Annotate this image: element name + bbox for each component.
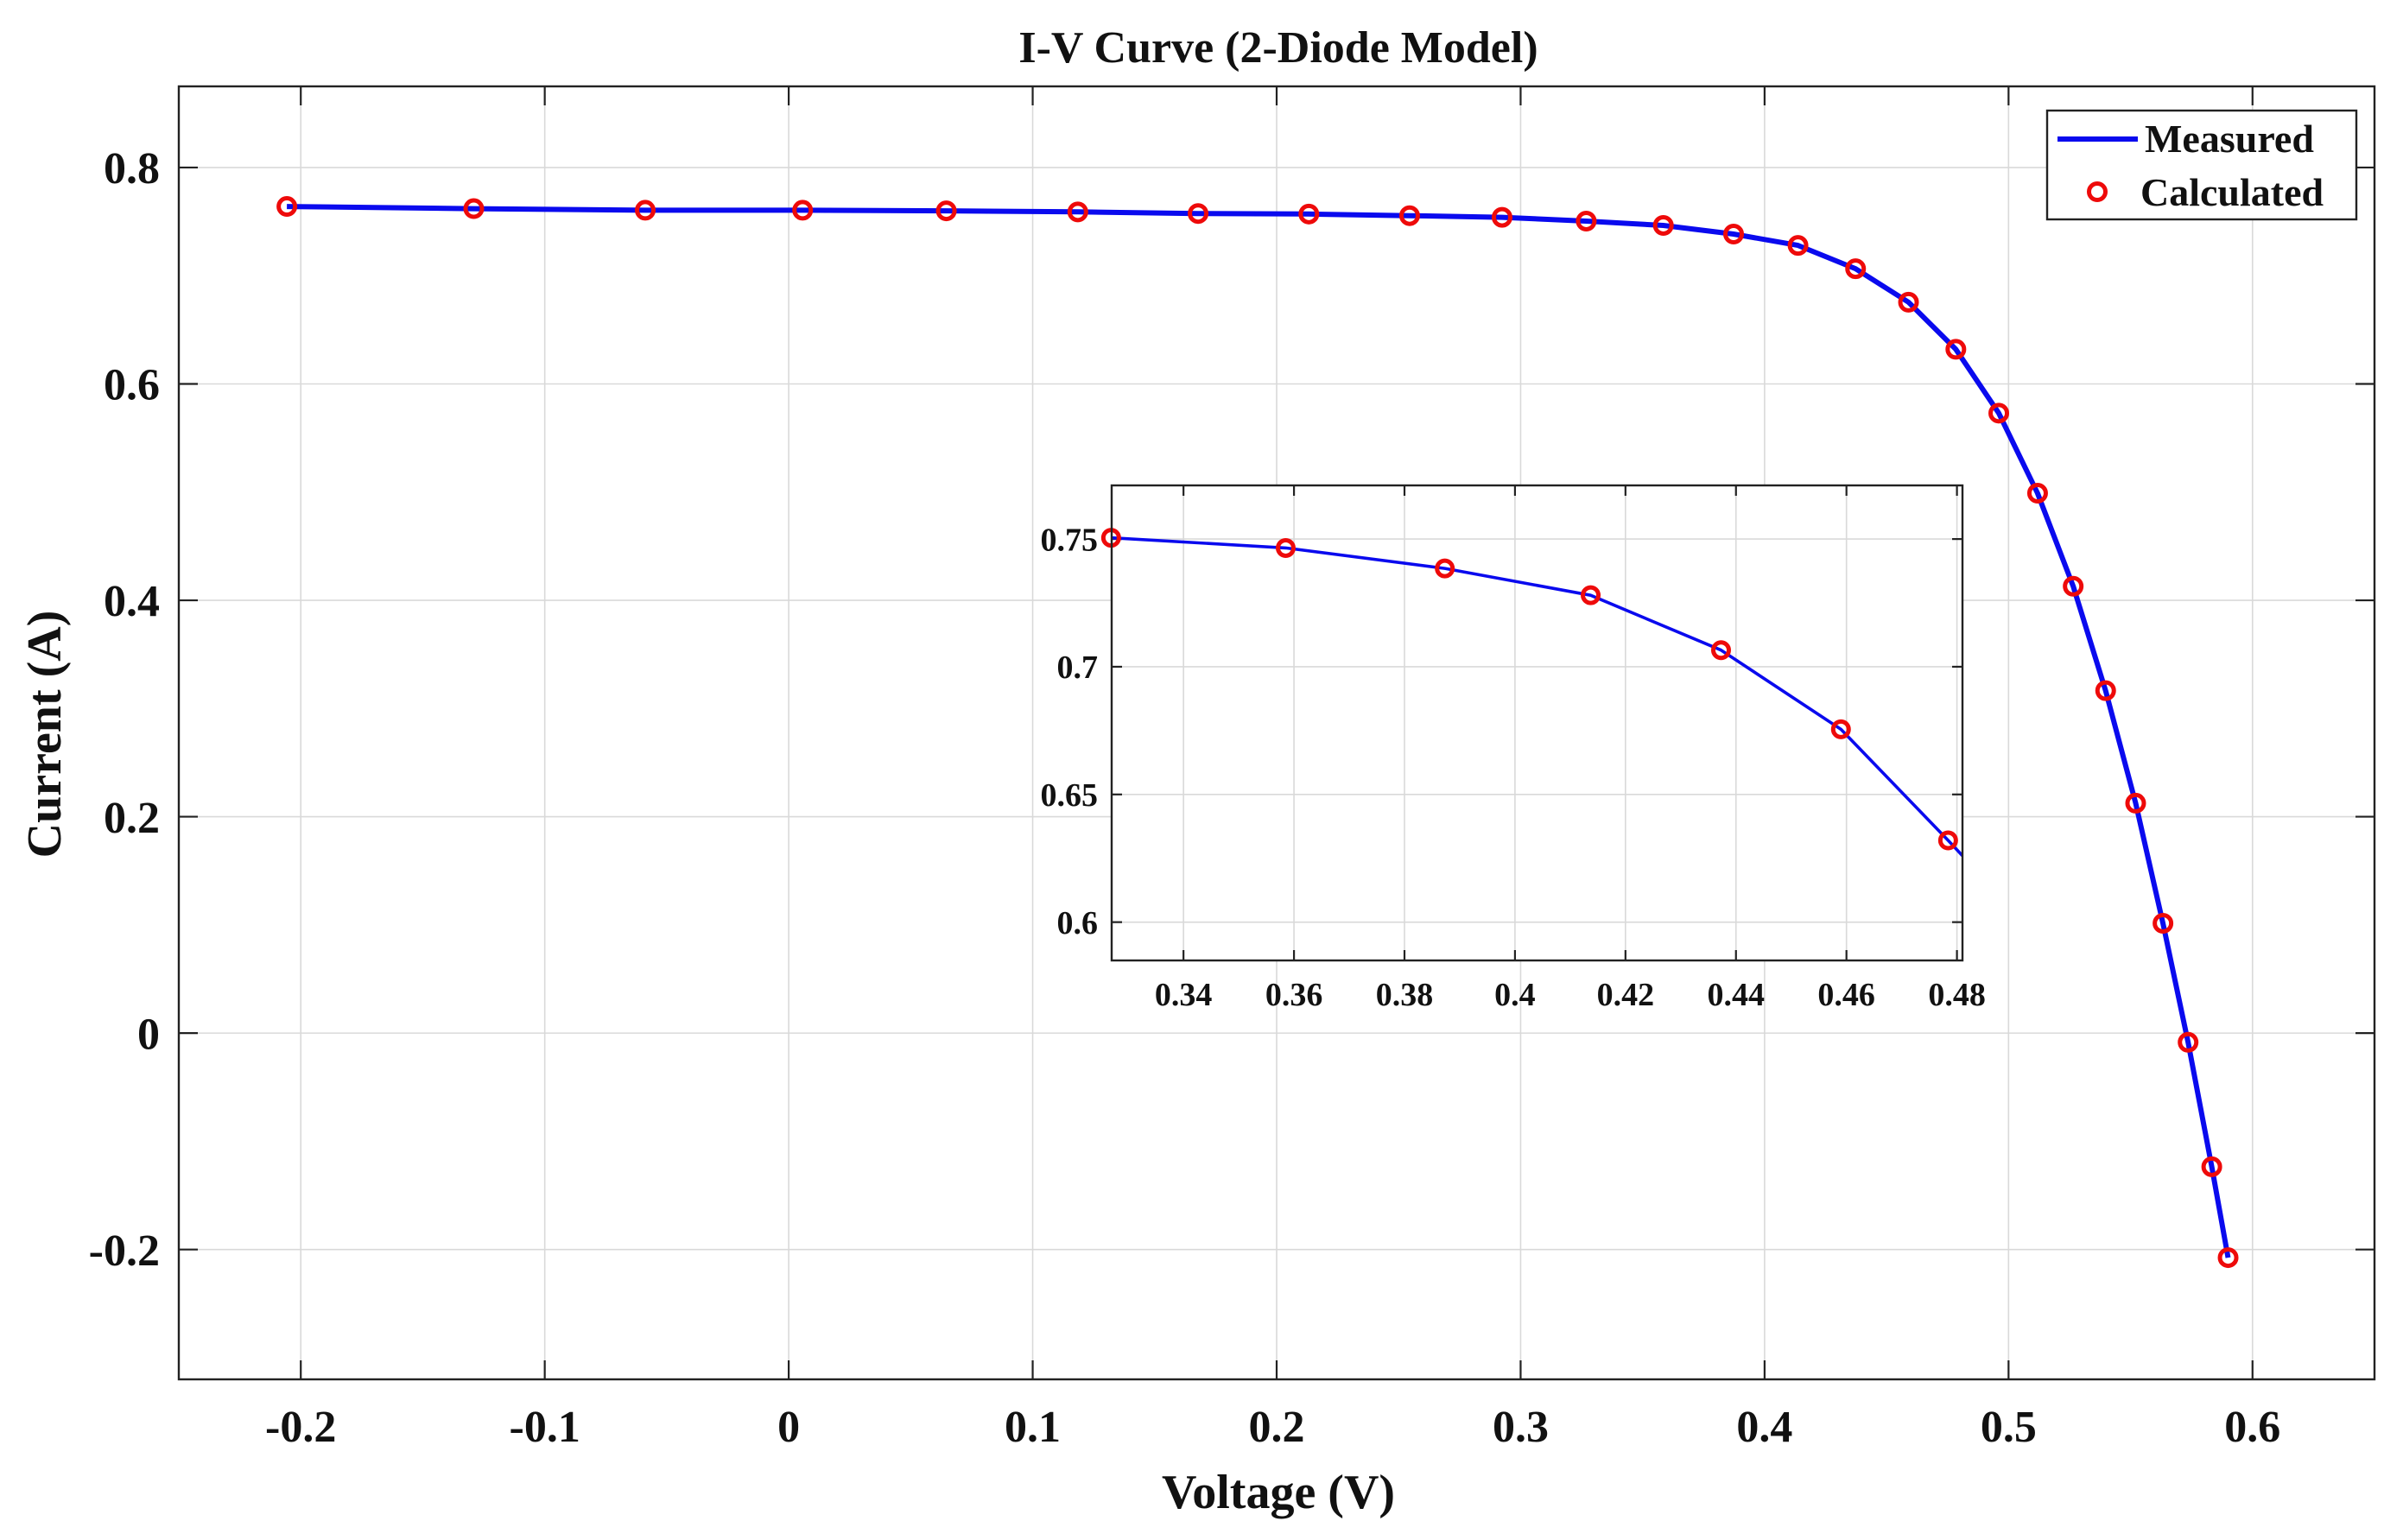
main-x-tick-label: 0.6 xyxy=(2224,1403,2280,1452)
main-y-tick-label: -0.2 xyxy=(89,1226,160,1276)
y-axis-label: Current (A) xyxy=(18,611,72,859)
inset-data-point-calculated xyxy=(1435,558,1455,579)
inset-x-tick-label: 0.42 xyxy=(1597,977,1655,1013)
main-x-tick-label: 0.4 xyxy=(1736,1403,1792,1452)
inset-y-tick-label: 0.75 xyxy=(1041,522,1099,558)
inset-axes-frame xyxy=(1110,484,1964,962)
main-data-point-calculated xyxy=(276,196,298,218)
main-series-group xyxy=(287,204,2231,1258)
chart-title: I-V Curve (2-Diode Model) xyxy=(1018,23,1538,73)
inset-y-tick-label: 0.6 xyxy=(1057,905,1099,941)
legend-label-measured: Measured xyxy=(2145,117,2314,161)
inset-x-tick-label: 0.36 xyxy=(1265,977,1323,1013)
main-x-tick-label: 0 xyxy=(777,1403,800,1452)
main-data-point-calculated xyxy=(1188,203,1209,225)
main-data-point-calculated xyxy=(2125,792,2146,814)
legend: Measured Calculated xyxy=(2045,109,2358,221)
inset-series-group xyxy=(1112,536,1962,858)
inset-y-tick-label: 0.65 xyxy=(1041,777,1099,814)
main-data-point-calculated xyxy=(1787,235,1809,257)
inset-plot-area: 0.34 0.36 0.38 0.4 0.42 0.44 0.46 0.48 0.6 0.65 0.… xyxy=(1041,484,1986,1013)
main-data-point-calculated xyxy=(1898,291,1919,313)
main-axes-frame xyxy=(177,85,2376,1381)
inset-data-point-calculated xyxy=(1581,585,1601,605)
inset-y-tick-label: 0.7 xyxy=(1057,650,1099,686)
main-data-point-calculated xyxy=(1398,205,1420,226)
main-data-point-calculated xyxy=(792,200,814,221)
main-x-tick-label: -0.2 xyxy=(265,1403,336,1452)
inset-data-point-calculated xyxy=(1275,537,1296,558)
inset-x-tick-label: 0.4 xyxy=(1494,977,1536,1013)
main-x-tick-label: 0.2 xyxy=(1249,1403,1305,1452)
main-x-tick-label: -0.1 xyxy=(510,1403,580,1452)
main-data-point-calculated xyxy=(1652,214,1674,236)
main-x-tick-label: 0.3 xyxy=(1493,1403,1549,1452)
inset-data-point-calculated xyxy=(1937,830,1958,851)
main-data-point-calculated xyxy=(1067,201,1088,223)
main-data-point-calculated xyxy=(1988,402,2010,424)
legend-marker-swatch xyxy=(2087,181,2108,202)
main-data-point-calculated xyxy=(463,198,485,219)
main-data-point-calculated xyxy=(2217,1247,2239,1269)
inset-data-point-calculated xyxy=(1710,640,1731,661)
inset-x-tick-label: 0.44 xyxy=(1708,977,1766,1013)
main-data-point-calculated xyxy=(2026,483,2048,504)
legend-label-calculated: Calculated xyxy=(2140,170,2324,214)
main-y-tick-label: 0.2 xyxy=(104,794,160,843)
inset-series-line-measured xyxy=(1112,536,1962,858)
main-y-tick-label: 0.8 xyxy=(104,144,160,193)
main-data-point-calculated xyxy=(2153,912,2174,934)
main-data-point-calculated xyxy=(635,200,656,221)
inset-data-point-calculated xyxy=(1830,719,1851,739)
main-series-line-measured xyxy=(287,204,2231,1258)
main-y-tick-label: 0 xyxy=(137,1010,160,1059)
inset-x-tick-label: 0.46 xyxy=(1817,977,1875,1013)
main-data-point-calculated xyxy=(2095,680,2116,701)
main-y-tick-label: 0.6 xyxy=(104,361,160,410)
main-data-point-calculated xyxy=(1723,223,1745,244)
main-data-point-calculated xyxy=(2178,1031,2199,1053)
x-axis-label: Voltage (V) xyxy=(1162,1466,1395,1519)
main-data-point-calculated xyxy=(1298,203,1320,225)
main-x-tick-label: 0.1 xyxy=(1005,1403,1061,1452)
main-y-tick-label: 0.4 xyxy=(104,577,160,626)
main-data-point-calculated xyxy=(2201,1156,2222,1177)
main-data-point-calculated xyxy=(935,200,957,222)
inset-x-tick-label: 0.34 xyxy=(1155,977,1213,1013)
main-data-point-calculated xyxy=(1576,210,1597,231)
main-data-point-calculated xyxy=(1491,206,1512,228)
main-data-point-calculated xyxy=(1945,339,1967,360)
main-x-tick-label: 0.5 xyxy=(1981,1403,2037,1452)
main-data-point-calculated xyxy=(1845,258,1867,280)
inset-background xyxy=(1112,485,1962,960)
inset-x-tick-label: 0.48 xyxy=(1928,977,1986,1013)
main-data-point-calculated xyxy=(2063,575,2084,597)
inset-x-tick-label: 0.38 xyxy=(1376,977,1434,1013)
